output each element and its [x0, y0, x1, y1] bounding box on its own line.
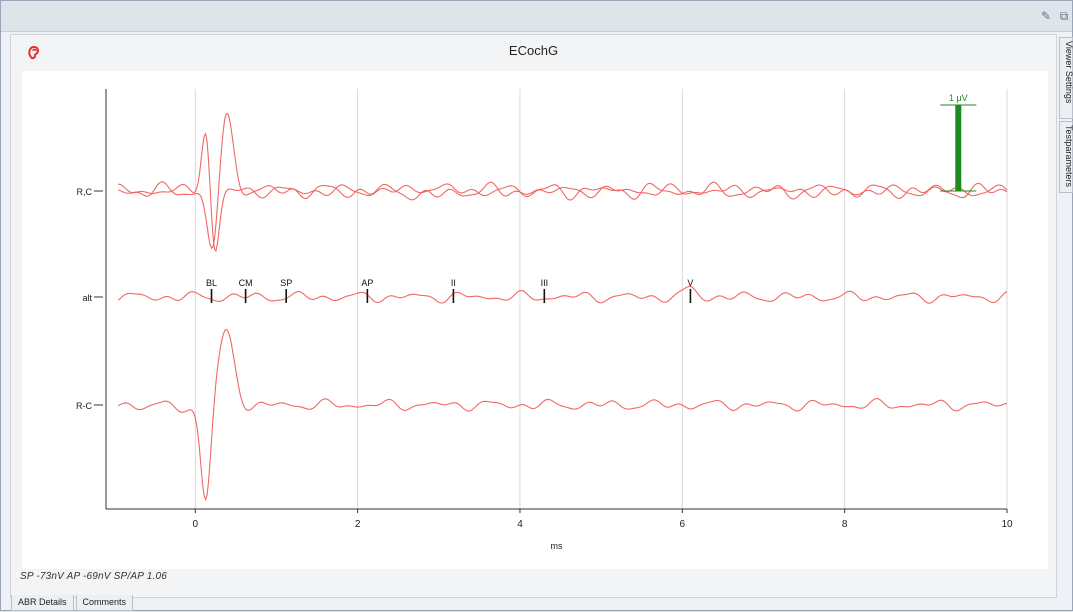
- x-tick-label: 10: [1001, 519, 1013, 530]
- edit-icon[interactable]: ✎: [1040, 9, 1052, 23]
- window-title: ECochG: [508, 43, 559, 58]
- summary-values: SP -73nV AP -69nV SP/AP 1.06: [20, 571, 167, 582]
- top-bar: ✎ ⧉: [1, 1, 1072, 32]
- tab-abr-details[interactable]: ABR Details: [11, 595, 74, 611]
- x-tick-label: 2: [355, 519, 361, 530]
- marker-label-iii: III: [541, 278, 549, 288]
- ear-icon: [28, 45, 39, 60]
- tab-comments[interactable]: Comments: [75, 595, 134, 611]
- marker-label-ii: II: [451, 278, 456, 288]
- trace-row2-0: [117, 328, 1008, 502]
- ecochg-window: ECochG 0 2 4 6 8 10 ms R,C alt R-C BL CM SP AP II III V 1…: [10, 34, 1057, 598]
- side-tab-strip: Viewer Settings Testparameters: [1059, 37, 1073, 195]
- row-label-2: R-C: [76, 401, 92, 411]
- tab-viewer-settings-label: Viewer Settings: [1064, 41, 1073, 104]
- trace-row0-1: [118, 113, 1008, 250]
- trace-row1-0: [117, 285, 1008, 304]
- x-tick-label: 6: [680, 519, 686, 530]
- row-label-1: alt: [82, 293, 92, 303]
- x-tick-label: 8: [842, 519, 848, 530]
- bottom-tab-strip: ABR Details Comments: [11, 595, 135, 612]
- scale-bar-label: 1 µV: [949, 93, 968, 103]
- x-tick-label: 0: [193, 519, 199, 530]
- x-axis-label: ms: [551, 541, 563, 551]
- tab-viewer-settings[interactable]: Viewer Settings: [1059, 37, 1073, 119]
- tab-testparameters-label: Testparameters: [1064, 125, 1073, 188]
- row-label-0: R,C: [77, 187, 93, 197]
- marker-label-bl: BL: [206, 278, 217, 288]
- plot-area: 0 2 4 6 8 10 ms R,C alt R-C BL CM SP AP II III V 1 µV: [22, 71, 1048, 569]
- marker-label-ap: AP: [361, 278, 373, 288]
- tab-testparameters[interactable]: Testparameters: [1059, 121, 1073, 193]
- x-tick-label: 4: [517, 519, 523, 530]
- marker-label-cm: CM: [239, 278, 253, 288]
- marker-label-sp: SP: [280, 278, 292, 288]
- scale-bar: [955, 105, 962, 191]
- restore-icon[interactable]: ⧉: [1059, 9, 1069, 23]
- marker-label-v: V: [687, 278, 693, 288]
- trace-row0-0: [118, 132, 1008, 253]
